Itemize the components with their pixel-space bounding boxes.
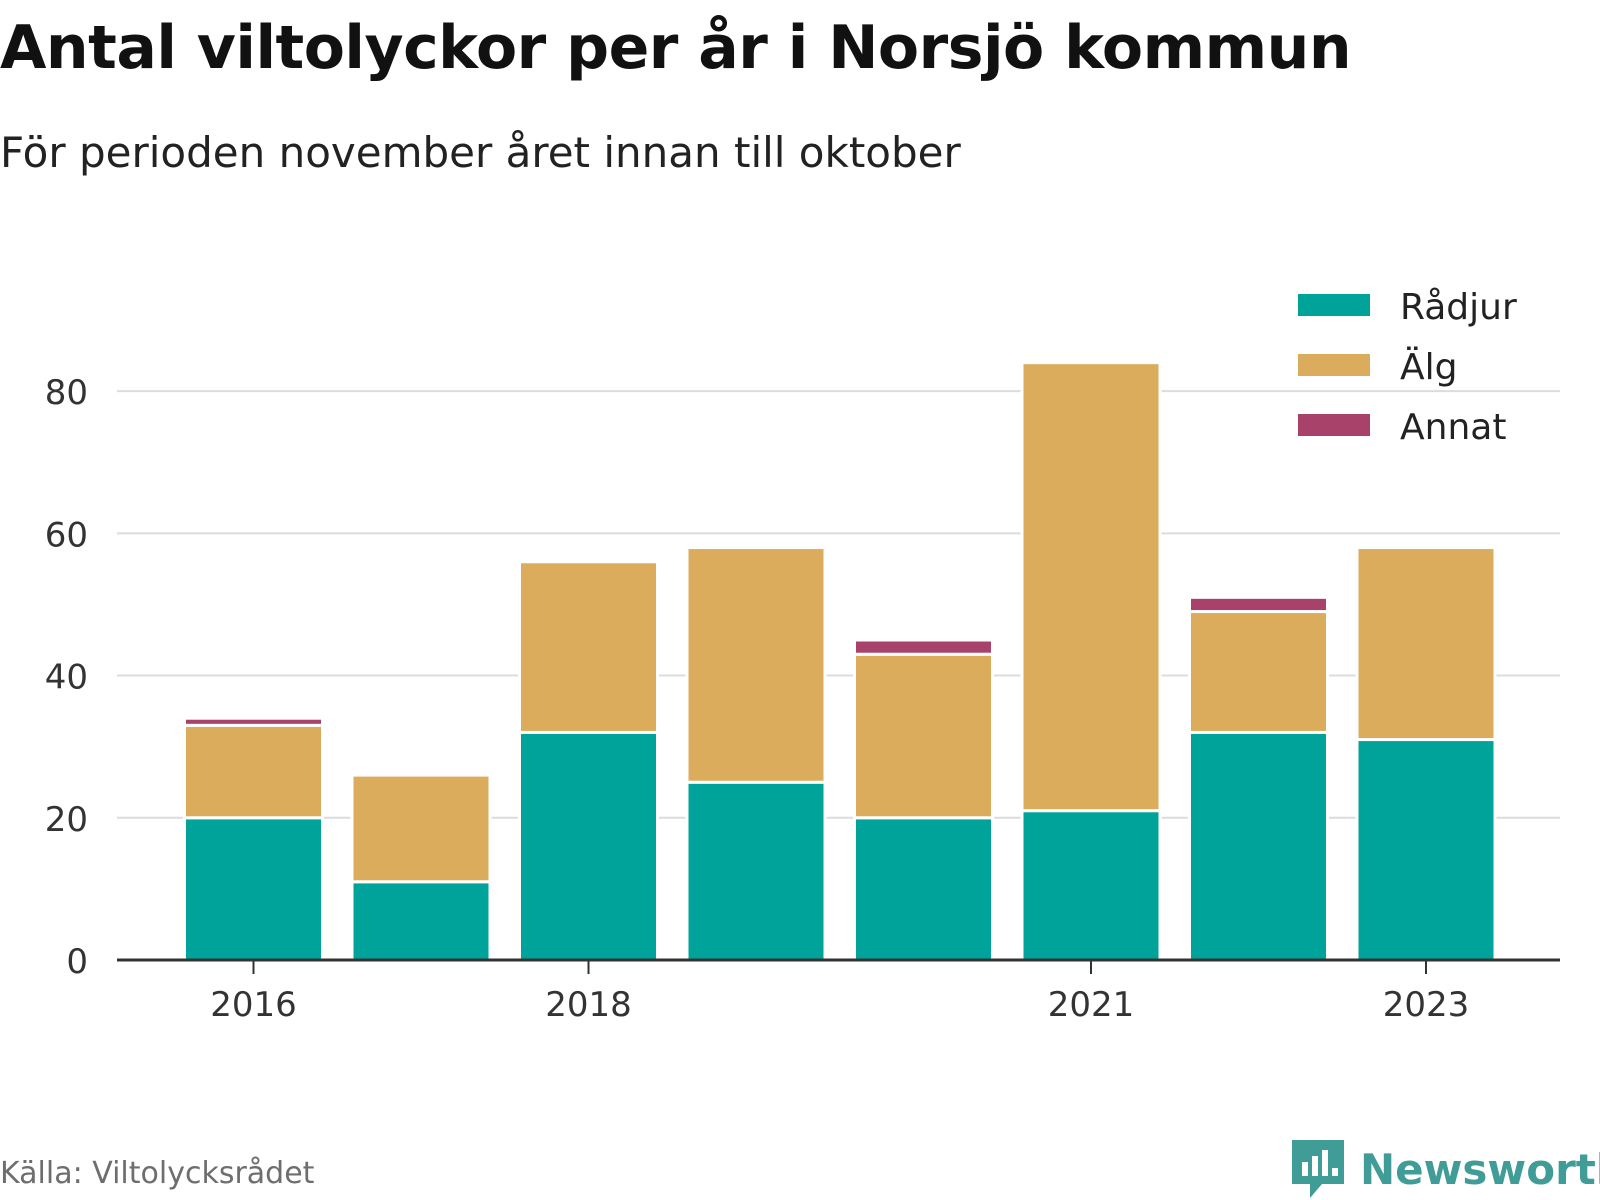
bar-segment — [518, 730, 659, 962]
legend-label: Rådjur — [1400, 287, 1517, 328]
stacked-bar-chart: 0 20 40 60 80 2016 2018 2021 2023 Rådjur Älg Annat — [45, 287, 1560, 1025]
bar-segment — [685, 546, 827, 784]
bar-segment — [183, 816, 324, 962]
bar-segment — [1020, 361, 1162, 813]
legend-label: Annat — [1400, 407, 1506, 448]
y-tick-label: 0 — [66, 942, 88, 982]
y-tick-label: 60 — [45, 515, 88, 555]
chart-subtitle: För perioden november året innan till ok… — [0, 128, 961, 177]
chart-title: Antal viltolyckor per år i Norsjö kommun — [0, 13, 1352, 83]
brand-logo: Newsworthy — [1292, 1140, 1600, 1198]
x-tick-label: 2021 — [1048, 985, 1135, 1025]
bar-segment — [1188, 610, 1329, 734]
bar-segment — [1188, 595, 1329, 614]
legend-label: Älg — [1400, 346, 1457, 388]
x-tick-label: 2018 — [545, 985, 632, 1025]
bar-segment — [183, 716, 324, 727]
newsworthy-logo-icon — [1292, 1140, 1344, 1198]
bar-segment — [350, 773, 492, 884]
bar-segment — [518, 560, 659, 734]
bar-segment — [853, 816, 994, 962]
brand-name: Newsworthy — [1360, 1144, 1600, 1194]
bar-segment — [1020, 809, 1162, 962]
y-tick-label: 20 — [45, 800, 88, 840]
source-note: Källa: Viltolycksrådet — [0, 1156, 315, 1191]
legend-swatch — [1298, 294, 1370, 316]
bar-segment — [1355, 738, 1497, 962]
legend-swatch — [1298, 414, 1370, 436]
x-tick-label: 2016 — [210, 985, 297, 1025]
bar-segment — [1188, 730, 1329, 962]
bar-segment — [350, 880, 492, 962]
x-tick-label: 2023 — [1383, 985, 1470, 1025]
y-tick-label: 80 — [45, 373, 88, 413]
bar-segment — [183, 723, 324, 820]
legend-swatch — [1298, 354, 1370, 376]
bar-segment — [853, 652, 994, 820]
bar-segment — [1355, 546, 1497, 742]
y-tick-label: 40 — [45, 658, 88, 698]
bar-segment — [685, 780, 827, 962]
bar-segment — [853, 638, 994, 656]
